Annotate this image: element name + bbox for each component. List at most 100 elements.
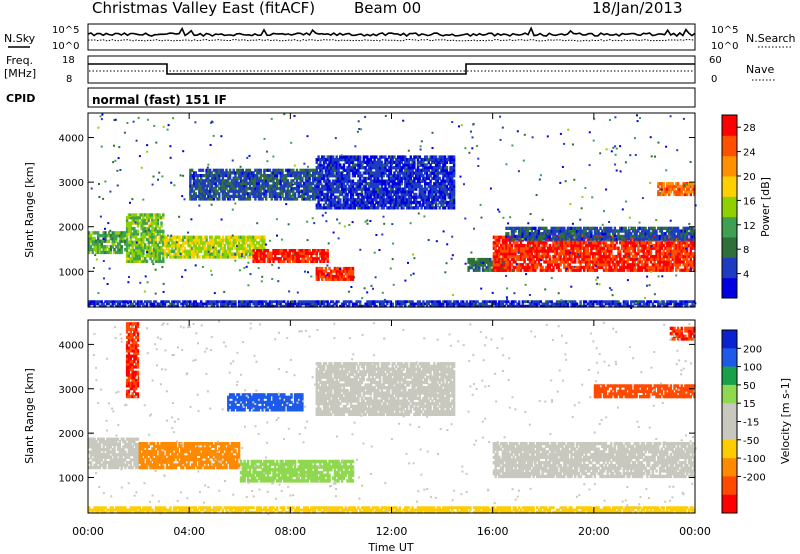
heatmap-cell (194, 249, 197, 253)
heatmap-cell (317, 272, 320, 276)
heatmap-cell (266, 184, 270, 188)
heatmap-cell (125, 235, 129, 239)
heatmap-cell (275, 181, 279, 185)
heatmap-cell (359, 166, 362, 170)
heatmap-cell (237, 181, 241, 185)
heatmap-cell (281, 168, 284, 172)
heatmap-cell (261, 249, 264, 253)
heatmap-cell (254, 187, 257, 191)
heatmap-cell (346, 195, 349, 199)
heatmap-cell (118, 242, 122, 246)
heatmap-cell (380, 190, 384, 194)
heatmap-cell (243, 244, 246, 248)
heatmap-cell (277, 249, 281, 253)
heatmap-cell (151, 213, 154, 217)
heatmap-cell (346, 176, 349, 181)
heatmap-cell (248, 174, 252, 178)
heatmap-cell (232, 176, 235, 180)
heatmap-cell (225, 168, 228, 172)
heatmap-cell (250, 176, 253, 180)
heatmap-cell (221, 194, 225, 198)
heatmap-cell (319, 168, 322, 172)
heatmap-cell (349, 184, 353, 189)
heatmap-cell (194, 246, 197, 251)
heatmap-cell (221, 171, 225, 175)
heatmap-cell (254, 246, 257, 251)
heatmap-cell (252, 257, 255, 261)
heatmap-cell (214, 252, 217, 256)
heatmap-cell (261, 251, 264, 255)
heatmap-cell (371, 198, 374, 202)
heatmap-cell (230, 179, 234, 183)
heatmap-cell (368, 184, 371, 189)
heatmap-cell (366, 190, 369, 194)
heatmap-cell (243, 235, 246, 239)
heatmap-cell (353, 171, 356, 175)
heatmap-cell (89, 245, 93, 249)
heatmap-cell (384, 166, 387, 170)
heatmap-cell (306, 179, 309, 183)
heatmap-cell (355, 155, 358, 159)
heatmap-cell (382, 187, 385, 191)
heatmap-cell (351, 200, 355, 205)
heatmap-cell (395, 160, 398, 164)
heatmap-cell (270, 197, 273, 201)
heatmap-cell (198, 179, 201, 183)
heatmap-cell (349, 158, 353, 162)
heatmap-cell (395, 168, 398, 172)
heatmap-cell (210, 241, 214, 245)
noise-tick-bottom: 10^0 (52, 41, 79, 52)
heatmap-cell (348, 206, 351, 210)
heatmap-cell (241, 244, 244, 248)
heatmap-cell (344, 190, 347, 194)
heatmap-cell (308, 187, 311, 191)
heatmap-cell (111, 234, 114, 238)
heatmap-cell (369, 198, 373, 202)
heatmap-cell (227, 244, 230, 248)
heatmap-cell (275, 257, 279, 261)
heatmap-cell (310, 174, 313, 178)
heatmap-cell (127, 213, 131, 217)
heatmap-cell (198, 184, 201, 188)
heatmap-cell (348, 198, 351, 202)
heatmap-cell (156, 251, 159, 255)
heatmap-cell (304, 254, 308, 258)
heatmap-cell (156, 246, 159, 250)
heatmap-cell (196, 252, 199, 256)
heatmap-cell (337, 182, 340, 186)
heatmap-cell (398, 187, 402, 191)
heatmap-cell (203, 179, 206, 183)
heatmap-cell (398, 163, 402, 167)
heatmap-cell (153, 218, 156, 223)
heatmap-cell (406, 163, 409, 167)
freq-label-line2: [MHz] (4, 67, 36, 80)
heatmap-cell (203, 197, 206, 201)
heatmap-cell (349, 277, 353, 281)
heatmap-cell (225, 249, 228, 253)
heatmap-cell (349, 187, 353, 191)
heatmap-cell (301, 259, 304, 263)
heatmap-cell (402, 166, 405, 170)
heatmap-cell (254, 184, 257, 188)
heatmap-cell (389, 184, 393, 189)
heatmap-cell (135, 246, 138, 250)
heatmap-cell (284, 197, 288, 201)
heatmap-cell (219, 174, 223, 178)
heatmap-cell (277, 251, 281, 255)
heatmap-cell (228, 181, 232, 185)
heatmap-cell (377, 166, 380, 170)
heatmap-cell (290, 181, 293, 185)
heatmap-cell (183, 249, 187, 253)
heatmap-cell (400, 179, 403, 183)
heatmap-cell (297, 194, 300, 198)
heatmap-cell (366, 163, 369, 167)
heatmap-cell (183, 255, 187, 259)
heatmap-cell (292, 189, 295, 193)
heatmap-cell (180, 244, 183, 248)
heatmap-cell (319, 179, 322, 183)
heatmap-cell (245, 252, 248, 256)
heatmap-cell (319, 163, 322, 167)
heatmap-cell (261, 184, 264, 188)
heatmap-cell (335, 187, 338, 191)
